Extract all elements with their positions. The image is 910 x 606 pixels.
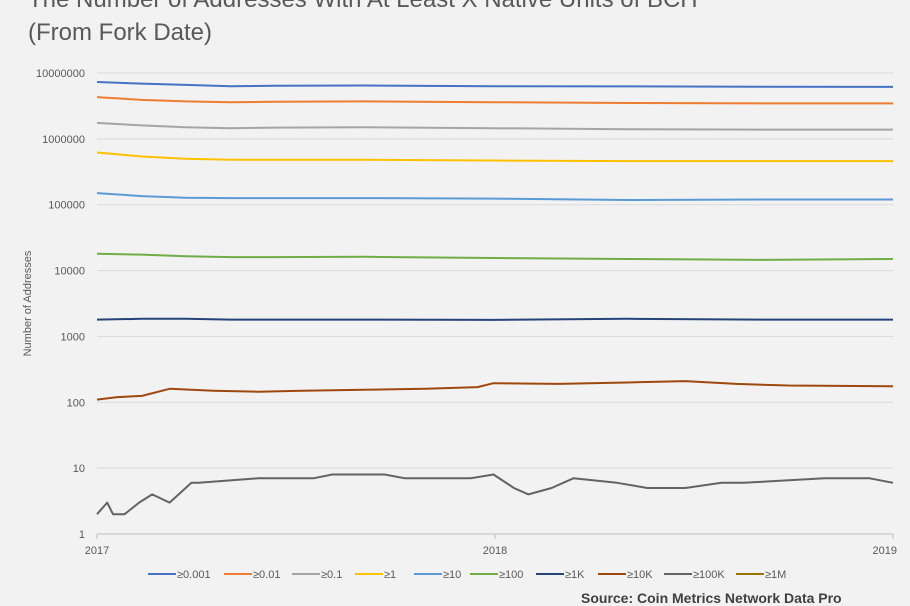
chart-title-line-2: (From Fork Date) [28, 19, 213, 46]
legend-label: ≥0.1 [321, 569, 342, 581]
legend-label: ≥1M [765, 569, 786, 581]
series-line [96, 151, 893, 163]
legend-label: ≥0.01 [253, 569, 280, 581]
series-line [96, 473, 894, 516]
legend-label: ≥100 [499, 569, 523, 581]
series-line [96, 252, 894, 261]
legend-label: ≥10 [443, 569, 461, 581]
series-line [96, 121, 893, 131]
y-tick-label: 1 [79, 529, 85, 541]
y-tick-label: 1000 [61, 331, 85, 343]
legend-label: ≥100K [693, 569, 725, 581]
y-tick-label: 100 [67, 397, 85, 409]
series-line [96, 81, 894, 88]
series-line [96, 380, 894, 401]
y-tick-label: 10 [73, 463, 85, 475]
y-tick-label: 100000 [48, 200, 85, 212]
x-tick-label: 2018 [483, 545, 507, 557]
chart-title-line-1: The Number of Addresses With At Least X … [28, 0, 698, 14]
x-tick-label: 2017 [85, 545, 109, 557]
source-note: Source: Coin Metrics Network Data Pro [581, 590, 842, 606]
legend-label: ≥1 [384, 569, 396, 581]
legend-label: ≥10K [627, 569, 653, 581]
legend-label: ≥0.001 [177, 569, 211, 581]
series-line [96, 96, 893, 105]
legend-label: ≥1K [565, 569, 585, 581]
series-line [96, 192, 893, 201]
series-line [96, 317, 893, 321]
y-tick-label: 10000000 [36, 68, 85, 80]
y-tick-label: 1000000 [42, 134, 85, 146]
y-tick-label: 10000 [54, 266, 85, 278]
y-axis-label: Number of Addresses [22, 250, 34, 356]
x-tick-label: 2019 [873, 545, 897, 557]
